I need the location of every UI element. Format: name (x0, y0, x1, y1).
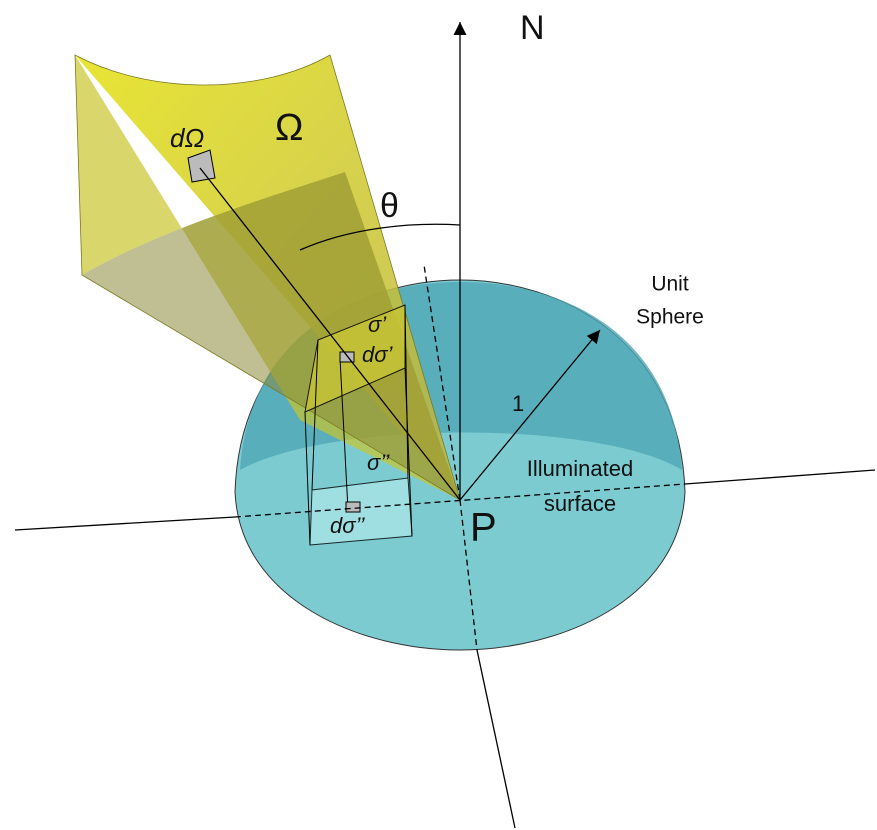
label-sigma-double-prime: σ’’ (367, 450, 390, 475)
label-omega: Ω (275, 107, 303, 149)
label-unit: Unit (651, 273, 689, 296)
label-p: P (470, 506, 497, 550)
label-n: N (520, 9, 545, 47)
axes (199, 22, 686, 651)
label-theta: θ (380, 187, 399, 225)
cone (74, 54, 461, 501)
label-d-sigma-double-prime: dσ’’ (330, 513, 366, 538)
label-d-omega: dΩ (170, 123, 204, 153)
label-illuminated: Illuminated (527, 456, 633, 481)
label-sigma-prime: σ’ (368, 312, 387, 337)
label-radius: 1 (512, 391, 524, 416)
label-sphere: Sphere (636, 306, 704, 329)
label-d-sigma-prime: dσ’ (362, 342, 394, 367)
patch-prism (187, 149, 413, 546)
lower-axis (14, 469, 876, 829)
label-surface: surface (544, 491, 616, 516)
labels: N Ω dΩ θ Unit Sphere 1 Illuminated surfa… (170, 9, 704, 550)
